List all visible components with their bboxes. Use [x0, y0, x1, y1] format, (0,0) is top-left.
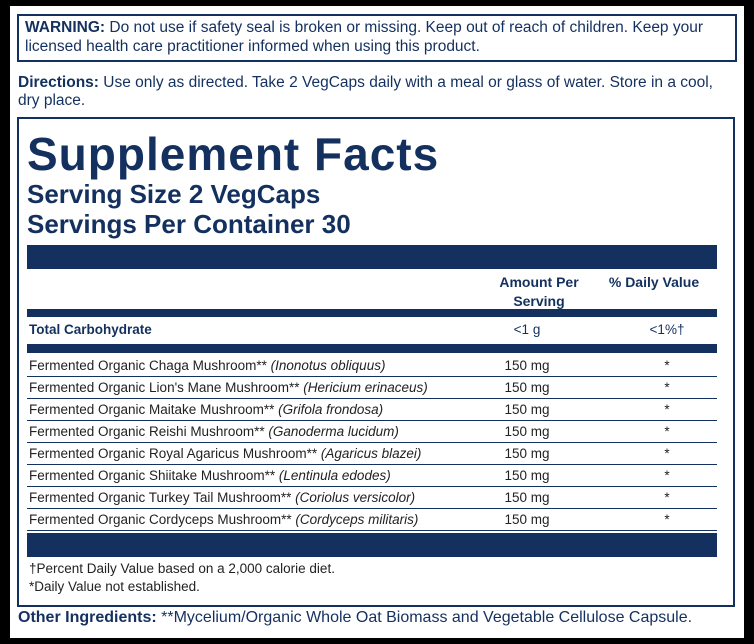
warning-box: WARNING: Do not use if safety seal is br… — [17, 14, 737, 62]
amount: 150 mg — [504, 490, 550, 505]
amount: 150 mg — [504, 380, 550, 395]
amount-header: Amount Per Serving — [499, 274, 579, 309]
ingredient: Fermented Organic Shiitake Mushroom** (L… — [29, 465, 391, 486]
divider-bar — [27, 309, 717, 317]
daily-value: * — [664, 380, 670, 395]
ingredient-row: Fermented Organic Turkey Tail Mushroom**… — [27, 487, 717, 509]
latin-name: (Lentinula edodes) — [278, 468, 391, 483]
directions: Directions: Use only as directed. Take 2… — [18, 74, 730, 110]
amount: 150 mg — [504, 358, 550, 373]
serving-size: Serving Size 2 VegCaps — [27, 179, 321, 209]
ingredient-name: Fermented Organic Cordyceps Mushroom** — [29, 512, 292, 527]
nutrient-name: Total Carbohydrate — [29, 322, 152, 337]
amount: 150 mg — [504, 402, 550, 417]
divider-bar — [27, 245, 717, 269]
daily-value: * — [664, 402, 670, 417]
ingredient-row: Fermented Organic Maitake Mushroom** (Gr… — [27, 399, 717, 421]
other-text: **Mycelium/Organic Whole Oat Biomass and… — [161, 609, 693, 626]
dv-header: % Daily Value — [608, 274, 700, 290]
total-row: Total Carbohydrate <1 g <1%† — [27, 319, 717, 340]
daily-value: * — [664, 358, 670, 373]
divider-bar — [27, 533, 717, 557]
ingredient-name: Fermented Organic Lion's Mane Mushroom** — [29, 380, 300, 395]
ingredient-name: Fermented Organic Chaga Mushroom** — [29, 358, 267, 373]
label-panel: WARNING: Do not use if safety seal is br… — [10, 6, 744, 638]
ingredient-row: Fermented Organic Lion's Mane Mushroom**… — [27, 377, 717, 399]
ingredient-name: Fermented Organic Turkey Tail Mushroom** — [29, 490, 292, 505]
ingredient: Fermented Organic Cordyceps Mushroom** (… — [29, 509, 418, 530]
daily-value: * — [664, 512, 670, 527]
ingredient-row: Fermented Organic Shiitake Mushroom** (L… — [27, 465, 717, 487]
divider-bar — [27, 344, 717, 353]
latin-name: (Coriolus versicolor) — [295, 490, 416, 505]
latin-name: (Hericium erinaceus) — [303, 380, 428, 395]
amount: 150 mg — [504, 468, 550, 483]
latin-name: (Inonotus obliquus) — [270, 358, 386, 373]
amount: 150 mg — [504, 446, 550, 461]
footnote: †Percent Daily Value based on a 2,000 ca… — [29, 561, 335, 576]
latin-name: (Cordyceps militaris) — [295, 512, 419, 527]
latin-name: (Agaricus blazei) — [320, 446, 422, 461]
ingredient-row: Fermented Organic Cordyceps Mushroom** (… — [27, 509, 717, 531]
ingredient: Fermented Organic Royal Agaricus Mushroo… — [29, 443, 421, 464]
amount: <1 g — [513, 322, 541, 337]
ingredient: Fermented Organic Reishi Mushroom** (Gan… — [29, 421, 399, 442]
amount: 150 mg — [504, 512, 550, 527]
latin-name: (Grifola frondosa) — [278, 402, 384, 417]
ingredient: Fermented Organic Lion's Mane Mushroom**… — [29, 377, 428, 398]
warning-label: WARNING: — [25, 19, 106, 36]
daily-value: * — [664, 490, 670, 505]
daily-value: * — [664, 446, 670, 461]
ingredient: Fermented Organic Chaga Mushroom** (Inon… — [29, 355, 385, 376]
amount: 150 mg — [504, 424, 550, 439]
daily-value: <1%† — [649, 322, 685, 337]
directions-text: Use only as directed. Take 2 VegCaps dai… — [18, 74, 713, 109]
facts-box: Supplement Facts Serving Size 2 VegCaps … — [17, 117, 735, 607]
ingredient-row: Fermented Organic Reishi Mushroom** (Gan… — [27, 421, 717, 443]
directions-label: Directions: — [18, 74, 99, 91]
ingredient-name: Fermented Organic Maitake Mushroom** — [29, 402, 275, 417]
ingredient: Fermented Organic Maitake Mushroom** (Gr… — [29, 399, 383, 420]
ingredient-row: Fermented Organic Chaga Mushroom** (Inon… — [27, 355, 717, 377]
ingredient-name: Fermented Organic Reishi Mushroom** — [29, 424, 265, 439]
warning-text: Do not use if safety seal is broken or m… — [25, 19, 704, 55]
other-ingredients: Other Ingredients: **Mycelium/Organic Wh… — [18, 609, 692, 627]
other-label: Other Ingredients: — [18, 609, 157, 626]
ingredient-row: Fermented Organic Royal Agaricus Mushroo… — [27, 443, 717, 465]
footnote: *Daily Value not established. — [29, 579, 200, 594]
facts-title: Supplement Facts — [27, 128, 440, 180]
ingredient-name: Fermented Organic Royal Agaricus Mushroo… — [29, 446, 318, 461]
daily-value: * — [664, 424, 670, 439]
servings-per-container: Servings Per Container 30 — [27, 209, 351, 239]
ingredient: Fermented Organic Turkey Tail Mushroom**… — [29, 487, 415, 508]
ingredient-name: Fermented Organic Shiitake Mushroom** — [29, 468, 276, 483]
latin-name: (Ganoderma lucidum) — [268, 424, 399, 439]
daily-value: * — [664, 468, 670, 483]
